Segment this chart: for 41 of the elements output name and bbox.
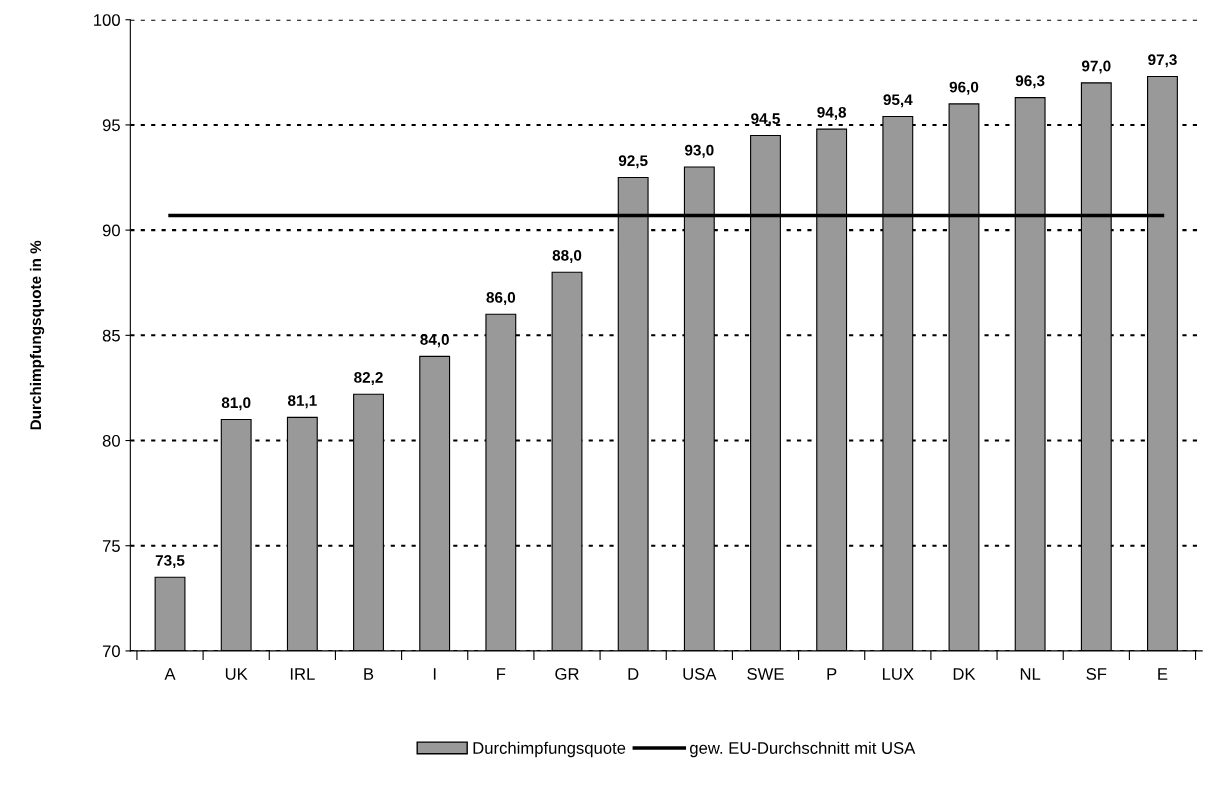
x-tick-label: A: [164, 668, 176, 680]
data-label: 92,5: [618, 155, 648, 169]
x-tick-label: D: [628, 668, 639, 680]
data-label: 88,0: [552, 249, 582, 263]
legend-label: gew. EU-Durchschnitt mit USA: [690, 741, 916, 758]
x-tick-label: P: [827, 668, 837, 680]
data-label: 82,2: [354, 371, 383, 386]
y-tick-label: 85: [102, 329, 120, 342]
data-label: 93,0: [684, 144, 714, 158]
data-label: 97,0: [1081, 60, 1111, 74]
y-axis-title: Durchimpfungsquote in %: [29, 240, 45, 430]
data-label: 95,4: [883, 94, 913, 108]
data-label: 86,0: [486, 292, 516, 306]
x-tick-label: DK: [953, 668, 976, 680]
x-tick-label: IRL: [290, 668, 315, 680]
data-label: 94,5: [751, 113, 780, 127]
y-tick-label: 90: [102, 224, 120, 237]
y-tick-label: 75: [102, 540, 120, 552]
x-tick-label: SF: [1086, 668, 1107, 680]
y-tick-label: 80: [102, 434, 120, 447]
y-tick-label: 95: [102, 119, 120, 132]
data-label: 81,0: [221, 397, 251, 411]
x-tick-label: UK: [225, 668, 248, 680]
x-tick-label: NL: [1020, 668, 1041, 680]
data-label: 73,5: [155, 555, 185, 569]
x-tick-label: I: [433, 668, 436, 680]
y-tick-label: 100: [94, 14, 120, 26]
x-tick-label: LUX: [882, 668, 914, 680]
data-label: 96,3: [1015, 75, 1045, 89]
data-label: 94,8: [817, 106, 847, 120]
x-tick-label: SWE: [747, 668, 784, 680]
y-tick-label: 70: [102, 645, 120, 658]
x-tick-label: B: [364, 668, 374, 680]
x-tick-label: E: [1158, 668, 1168, 680]
data-label: 97,3: [1148, 54, 1177, 68]
x-tick-label: GR: [555, 668, 579, 680]
data-label: 81,1: [287, 395, 317, 409]
legend-label: Durchimpfungsquote: [473, 741, 626, 758]
data-label: 96,0: [949, 81, 979, 95]
x-tick-label: F: [497, 668, 506, 680]
x-tick-label: USA: [683, 668, 717, 680]
